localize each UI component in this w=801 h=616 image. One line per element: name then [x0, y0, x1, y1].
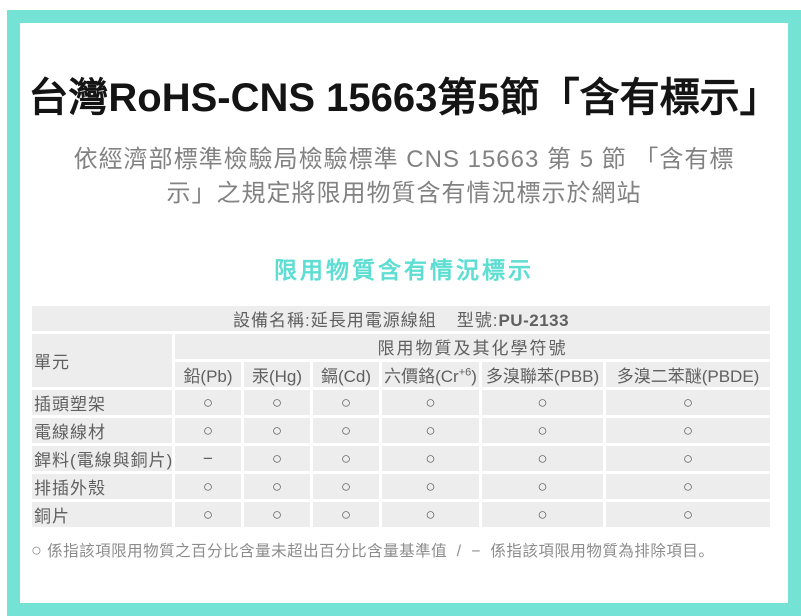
value-cell: −: [175, 446, 241, 471]
value-cell: ○: [313, 446, 379, 471]
value-cell: ○: [175, 390, 241, 415]
value-cell: ○: [606, 446, 771, 471]
model-label: 型號:: [456, 311, 499, 330]
value-cell: ○: [482, 418, 603, 443]
column-header-hg: 汞(Hg): [244, 362, 310, 387]
value-cell: ○: [382, 390, 479, 415]
value-cell: ○: [244, 390, 310, 415]
value-cell: ○: [244, 446, 310, 471]
value-cell: ○: [175, 418, 241, 443]
column-header-pb: 鉛(Pb): [175, 362, 241, 387]
page-content: 台灣RoHS-CNS 15663第5節「含有標示」 依經濟部標準檢驗局檢驗標準 …: [20, 23, 788, 561]
subtitle-line-2: 示」之規定將限用物質含有情況標示於網站: [166, 180, 642, 207]
model-number: 型號:PU-2133: [457, 311, 569, 330]
legend-footnote: ○ 係指該項限用物質之百分比含量未超出百分比含量基準值 / − 係指該項限用物質…: [31, 539, 788, 561]
column-header-tail: ): [471, 367, 477, 386]
value-cell: ○: [606, 474, 771, 499]
value-cell: ○: [382, 418, 479, 443]
column-header-label: 多溴聯苯(PBB): [485, 367, 600, 386]
value-cell: ○: [482, 390, 603, 415]
unit-label-cell: 銲料(電線與銅片): [32, 446, 172, 471]
value-cell: ○: [382, 474, 479, 499]
unit-label-cell: 排插外殼: [32, 474, 172, 499]
value-cell: ○: [382, 446, 479, 471]
value-cell: ○: [482, 502, 603, 527]
value-cell: ○: [313, 390, 379, 415]
value-cell: ○: [313, 502, 379, 527]
value-cell: ○: [482, 474, 603, 499]
value-cell: ○: [606, 502, 771, 527]
page-title: 台灣RoHS-CNS 15663第5節「含有標示」: [28, 76, 780, 120]
value-cell: ○: [606, 390, 771, 415]
value-cell: ○: [313, 474, 379, 499]
substances-group-row: 單元 限用物質及其化學符號: [32, 334, 771, 387]
column-header-label: 汞(Hg): [251, 367, 303, 386]
value-cell: ○: [606, 418, 771, 443]
value-cell: ○: [244, 502, 310, 527]
substances-header-cell: 限用物質及其化學符號: [175, 334, 771, 359]
column-header-pbde: 多溴二苯醚(PBDE): [606, 362, 771, 387]
model-value: PU-2133: [498, 311, 570, 330]
column-header-label: 多溴二苯醚(PBDE): [616, 367, 760, 386]
value-cell: ○: [482, 446, 603, 471]
value-cell: ○: [382, 502, 479, 527]
rohs-declaration-table: 設備名稱:延長用電源線組 型號:PU-2133 單元 限用物質及其化學符號 鉛(P…: [29, 303, 773, 530]
subtitle-line-1: 依經濟部標準檢驗局檢驗標準 CNS 15663 第 5 節 「含有標: [73, 146, 735, 173]
column-header-label: 鉛(Pb): [183, 367, 233, 386]
table-row: 插頭塑架 ○ ○ ○ ○ ○ ○: [32, 390, 771, 415]
unit-label-cell: 插頭塑架: [32, 390, 172, 415]
unit-header-cell: 單元: [32, 334, 172, 387]
device-header-cell: 設備名稱:延長用電源線組 型號:PU-2133: [32, 306, 771, 331]
circle-symbol: ○: [31, 540, 43, 560]
table-row: 銲料(電線與銅片) − ○ ○ ○ ○ ○: [32, 446, 771, 471]
column-header-cr6: 六價鉻(Cr+6): [382, 362, 479, 387]
device-name: 設備名稱:延長用電源線組: [233, 311, 437, 330]
table-row: 排插外殼 ○ ○ ○ ○ ○ ○: [32, 474, 771, 499]
table-row: 銅片 ○ ○ ○ ○ ○ ○: [32, 502, 771, 527]
value-cell: ○: [244, 418, 310, 443]
value-cell: ○: [175, 502, 241, 527]
value-cell: ○: [175, 474, 241, 499]
device-header-row: 設備名稱:延長用電源線組 型號:PU-2133: [32, 306, 771, 331]
column-header-pbb: 多溴聯苯(PBB): [482, 362, 603, 387]
column-header-sup: +6: [458, 366, 472, 379]
unit-label-cell: 電線線材: [32, 418, 172, 443]
table-row: 電線線材 ○ ○ ○ ○ ○ ○: [32, 418, 771, 443]
column-header-row: 鉛(Pb) 汞(Hg) 鎘(Cd) 六價鉻(Cr+6) 多溴聯苯(PBB) 多溴…: [32, 362, 771, 387]
unit-label-cell: 銅片: [32, 502, 172, 527]
section-heading: 限用物質含有情況標示: [274, 257, 534, 283]
legend-text: 係指該項限用物質之百分比含量未超出百分比含量基準值 / − 係指該項限用物質為排…: [42, 543, 715, 560]
value-cell: ○: [244, 474, 310, 499]
column-header-cd: 鎘(Cd): [313, 362, 379, 387]
column-header-label: 鎘(Cd): [320, 367, 372, 386]
column-header-label: 六價鉻(Cr: [384, 367, 459, 386]
page-subtitle: 依經濟部標準檢驗局檢驗標準 CNS 15663 第 5 節 「含有標 示」之規定…: [54, 143, 754, 211]
page-frame: 台灣RoHS-CNS 15663第5節「含有標示」 依經濟部標準檢驗局檢驗標準 …: [7, 10, 801, 616]
value-cell: ○: [313, 418, 379, 443]
